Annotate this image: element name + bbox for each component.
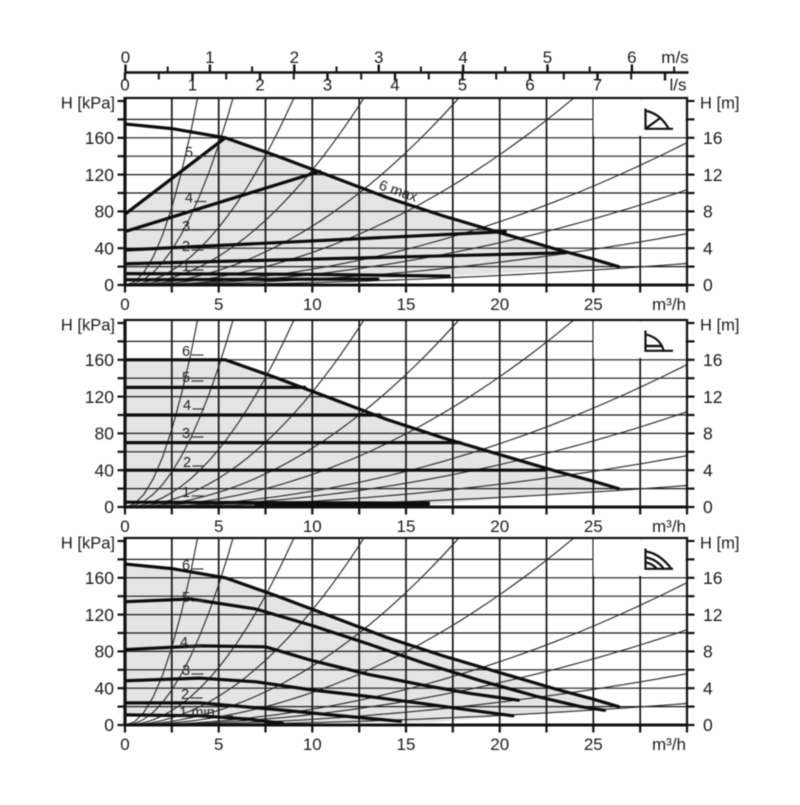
- svg-text:8: 8: [703, 642, 713, 662]
- svg-text:1 min: 1 min: [179, 705, 214, 721]
- svg-text:4: 4: [703, 460, 713, 480]
- svg-text:2: 2: [183, 455, 191, 471]
- svg-text:120: 120: [85, 387, 114, 407]
- svg-text:6: 6: [525, 76, 534, 95]
- svg-text:m³/h: m³/h: [652, 517, 686, 536]
- svg-text:3: 3: [182, 663, 190, 679]
- svg-text:2: 2: [181, 687, 189, 703]
- svg-text:m³/h: m³/h: [652, 735, 686, 754]
- svg-text:0: 0: [121, 48, 130, 67]
- svg-text:160: 160: [85, 128, 114, 148]
- svg-text:12: 12: [703, 387, 722, 407]
- svg-text:5: 5: [182, 590, 190, 606]
- svg-text:4: 4: [185, 191, 193, 207]
- svg-text:15: 15: [397, 295, 416, 314]
- svg-text:20: 20: [490, 295, 509, 314]
- svg-text:1: 1: [182, 485, 190, 501]
- svg-text:3: 3: [182, 426, 190, 442]
- svg-text:20: 20: [490, 735, 509, 754]
- svg-text:5: 5: [458, 76, 467, 95]
- svg-text:25: 25: [584, 295, 603, 314]
- svg-text:2: 2: [255, 76, 264, 95]
- svg-text:10: 10: [303, 735, 322, 754]
- svg-text:16: 16: [703, 128, 722, 148]
- svg-text:4: 4: [703, 678, 713, 698]
- svg-text:m³/h: m³/h: [652, 295, 686, 314]
- svg-text:6: 6: [182, 344, 190, 360]
- svg-text:10: 10: [303, 295, 322, 314]
- svg-text:2: 2: [182, 239, 190, 255]
- svg-text:5: 5: [214, 517, 223, 536]
- svg-text:160: 160: [85, 568, 114, 588]
- svg-text:H [kPa]: H [kPa]: [61, 95, 115, 113]
- svg-text:15: 15: [397, 735, 416, 754]
- svg-text:40: 40: [95, 238, 115, 258]
- svg-text:25: 25: [584, 735, 603, 754]
- svg-text:3: 3: [374, 48, 383, 67]
- svg-text:l/s: l/s: [670, 76, 687, 95]
- svg-text:40: 40: [95, 678, 115, 698]
- svg-text:0: 0: [703, 497, 713, 517]
- svg-text:5: 5: [214, 735, 223, 754]
- svg-text:2: 2: [290, 48, 299, 67]
- svg-text:15: 15: [397, 517, 416, 536]
- svg-text:H [kPa]: H [kPa]: [61, 535, 115, 553]
- svg-text:25: 25: [584, 517, 603, 536]
- svg-text:5: 5: [182, 370, 190, 386]
- svg-text:1: 1: [182, 259, 190, 275]
- svg-text:4: 4: [180, 635, 188, 651]
- svg-text:3: 3: [323, 76, 332, 95]
- svg-text:0: 0: [120, 295, 129, 314]
- svg-text:1: 1: [205, 48, 214, 67]
- svg-text:12: 12: [703, 165, 722, 185]
- svg-text:120: 120: [85, 165, 114, 185]
- svg-text:80: 80: [95, 642, 115, 662]
- svg-text:40: 40: [95, 460, 115, 480]
- svg-text:8: 8: [703, 202, 713, 222]
- svg-text:H [kPa]: H [kPa]: [61, 317, 115, 335]
- svg-text:80: 80: [95, 202, 115, 222]
- svg-text:5: 5: [214, 295, 223, 314]
- svg-text:12: 12: [703, 605, 722, 625]
- svg-text:80: 80: [95, 424, 115, 444]
- svg-text:4: 4: [183, 398, 191, 414]
- svg-text:0: 0: [703, 275, 713, 295]
- svg-text:20: 20: [490, 517, 509, 536]
- svg-text:H [m]: H [m]: [700, 95, 739, 113]
- svg-text:0: 0: [104, 715, 114, 735]
- svg-text:4: 4: [390, 76, 399, 95]
- svg-text:0: 0: [104, 497, 114, 517]
- svg-text:H [m]: H [m]: [700, 535, 739, 553]
- svg-text:0: 0: [120, 517, 129, 536]
- svg-text:4: 4: [703, 238, 713, 258]
- svg-text:10: 10: [303, 517, 322, 536]
- svg-text:4: 4: [458, 48, 467, 67]
- svg-text:160: 160: [85, 350, 114, 370]
- svg-text:16: 16: [703, 350, 722, 370]
- svg-text:5: 5: [543, 48, 552, 67]
- svg-text:16: 16: [703, 568, 722, 588]
- svg-text:1: 1: [188, 76, 197, 95]
- svg-text:5: 5: [185, 145, 193, 161]
- svg-text:120: 120: [85, 605, 114, 625]
- svg-text:8: 8: [703, 424, 713, 444]
- svg-text:m/s: m/s: [661, 48, 688, 67]
- svg-text:0: 0: [120, 735, 129, 754]
- svg-text:7: 7: [593, 76, 602, 95]
- svg-text:0: 0: [703, 715, 713, 735]
- svg-text:H [m]: H [m]: [700, 317, 739, 335]
- svg-text:0: 0: [104, 275, 114, 295]
- svg-text:6: 6: [182, 558, 190, 574]
- svg-text:0: 0: [120, 76, 129, 95]
- svg-text:3: 3: [182, 219, 190, 235]
- svg-text:6: 6: [627, 48, 636, 67]
